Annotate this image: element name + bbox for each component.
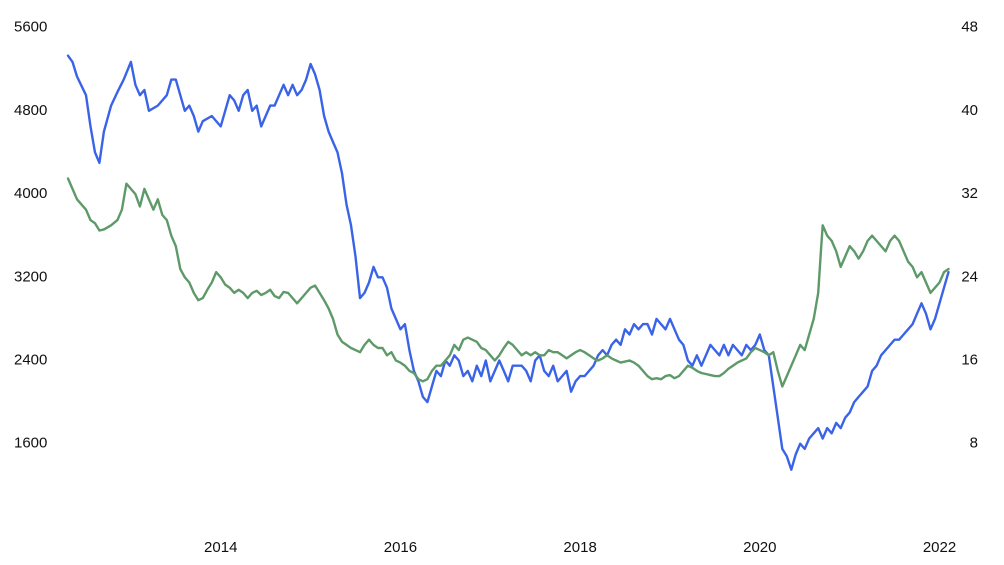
left-y-tick-label: 2400 xyxy=(14,351,47,368)
right-y-tick-label: 16 xyxy=(961,351,978,368)
right-y-tick-label: 32 xyxy=(961,185,978,202)
series-line-left-axis xyxy=(66,54,950,471)
x-axis-ticks: 2014 2016 2018 2020 2022 xyxy=(204,539,956,556)
series-lines xyxy=(66,54,950,471)
left-y-tick-label: 1600 xyxy=(14,435,47,452)
right-y-tick-label: 24 xyxy=(961,268,978,285)
x-tick-label: 2016 xyxy=(384,539,417,556)
left-y-tick-label: 4000 xyxy=(14,185,47,202)
x-tick-label: 2020 xyxy=(743,539,776,556)
left-y-tick-label: 3200 xyxy=(14,268,47,285)
right-y-tick-label: 48 xyxy=(961,19,978,36)
left-y-tick-label: 5600 xyxy=(14,19,47,36)
x-tick-label: 2014 xyxy=(204,539,237,556)
x-tick-label: 2018 xyxy=(563,539,596,556)
right-y-axis-ticks: 48 40 32 24 16 8 xyxy=(961,19,978,452)
left-y-axis-ticks: 5600 4800 4000 3200 2400 1600 xyxy=(14,19,47,452)
x-tick-label: 2022 xyxy=(923,539,956,556)
left-y-tick-label: 4800 xyxy=(14,102,47,119)
series-line-right-axis xyxy=(66,177,950,388)
right-y-tick-label: 8 xyxy=(970,435,978,452)
right-y-tick-label: 40 xyxy=(961,102,978,119)
